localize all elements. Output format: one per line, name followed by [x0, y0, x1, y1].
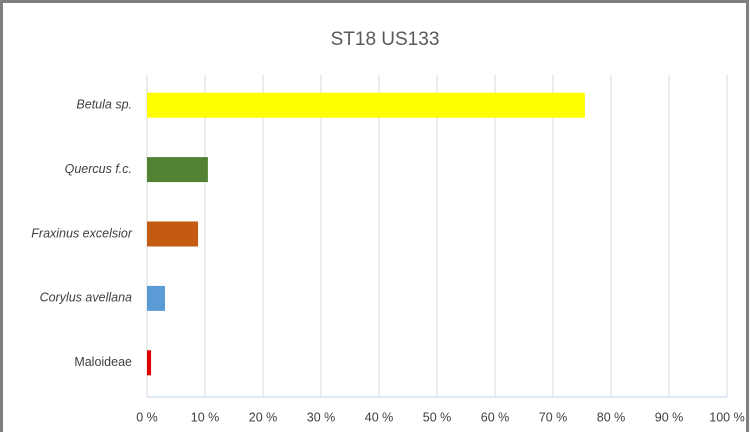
y-tick-label: Fraxinus excelsior [31, 226, 133, 240]
chart-title: ST18 US133 [331, 29, 440, 50]
bar [147, 285, 165, 311]
bar [147, 92, 585, 118]
x-tick-label: 20 % [249, 410, 278, 424]
x-tick-label: 0 % [136, 410, 158, 424]
y-tick-label: Betula sp. [76, 97, 132, 111]
bar [147, 350, 152, 376]
x-tick-label: 30 % [307, 410, 336, 424]
x-tick-label: 70 % [539, 410, 568, 424]
y-tick-label: Corylus avellana [40, 291, 132, 305]
bar [147, 221, 199, 247]
x-tick-label: 80 % [597, 410, 626, 424]
y-tick-label: Maloideae [74, 355, 132, 369]
x-tick-label: 50 % [423, 410, 452, 424]
x-tick-label: 40 % [365, 410, 394, 424]
bar [147, 157, 208, 183]
x-tick-label: 100 % [709, 410, 744, 424]
x-tick-label: 90 % [655, 410, 684, 424]
x-tick-label: 10 % [191, 410, 220, 424]
y-tick-label: Quercus f.c. [65, 162, 132, 176]
x-tick-label: 60 % [481, 410, 510, 424]
